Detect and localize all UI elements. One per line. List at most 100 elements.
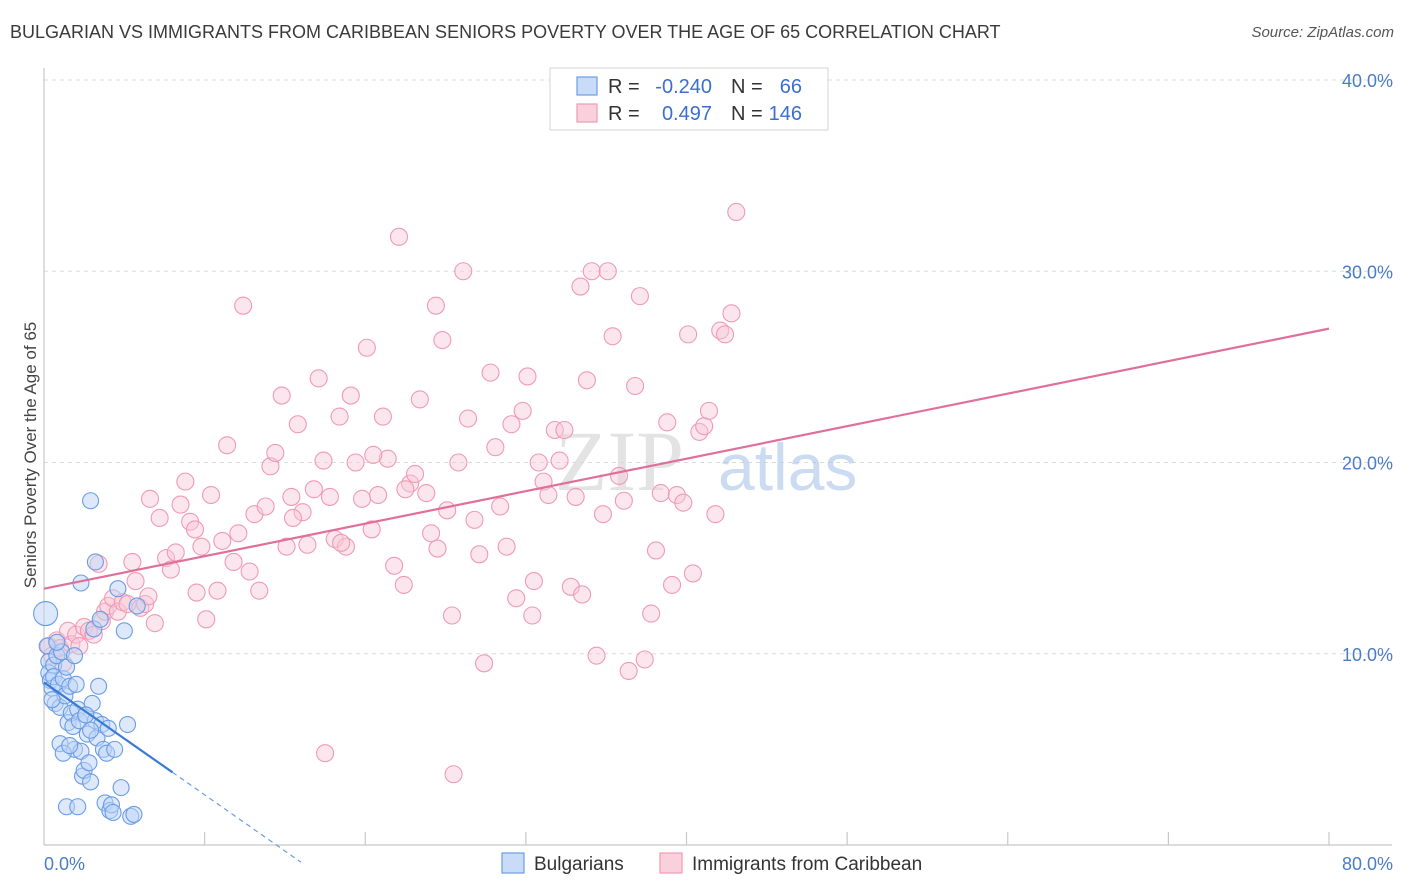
series-caribbean-points — [39, 202, 746, 784]
data-point-bulgarian — [90, 677, 108, 695]
data-point-caribbean — [394, 575, 413, 594]
data-point-caribbean — [539, 485, 558, 505]
data-point-caribbean — [523, 606, 542, 625]
watermark-atlas: atlas — [718, 430, 857, 504]
data-point-caribbean — [444, 765, 463, 784]
data-point-caribbean — [545, 420, 564, 440]
data-point-caribbean — [364, 445, 383, 464]
data-point-caribbean — [229, 524, 248, 543]
legend-swatch-bulgarians — [576, 76, 598, 96]
data-point-caribbean — [283, 508, 303, 528]
bottom-legend-label-bulgarians: Bulgarians — [534, 854, 624, 875]
data-point-bulgarian — [65, 647, 84, 665]
data-point-caribbean — [529, 453, 548, 472]
data-point-caribbean — [126, 572, 145, 591]
data-point-caribbean — [417, 484, 436, 503]
data-point-bulgarian — [43, 691, 61, 709]
legend-n-label-2: N = — [731, 103, 763, 125]
data-point-caribbean — [266, 443, 285, 462]
data-point-caribbean — [108, 602, 127, 621]
data-point-caribbean — [320, 487, 339, 506]
data-point-caribbean — [598, 262, 617, 281]
data-point-caribbean — [458, 409, 478, 428]
data-point-caribbean — [208, 581, 227, 600]
data-point-caribbean — [309, 369, 328, 388]
data-point-caribbean — [690, 422, 709, 441]
data-point-caribbean — [123, 552, 142, 572]
series-legend: Bulgarians Immigrants from Caribbean — [501, 852, 922, 875]
data-point-caribbean — [695, 417, 714, 436]
data-point-caribbean — [288, 415, 307, 434]
data-point-caribbean — [352, 489, 372, 508]
data-point-caribbean — [272, 386, 291, 405]
data-point-caribbean — [715, 325, 735, 344]
data-point-caribbean — [651, 484, 670, 503]
legend-n-value-2: 146 — [769, 103, 802, 125]
data-point-bulgarian — [67, 675, 85, 693]
data-point-caribbean — [187, 583, 206, 602]
legend-swatch-caribbean — [576, 103, 598, 123]
chart-title: BULGARIAN VS IMMIGRANTS FROM CARIBBEAN S… — [10, 22, 1001, 42]
data-point-caribbean — [176, 472, 195, 491]
data-point-caribbean — [150, 508, 169, 528]
data-point-bulgarian — [82, 773, 100, 791]
data-point-caribbean — [722, 304, 741, 323]
data-point-bulgarian — [77, 706, 95, 724]
data-point-caribbean — [202, 485, 221, 505]
data-point-caribbean — [234, 296, 253, 315]
data-point-caribbean — [465, 510, 484, 529]
data-point-bulgarian — [33, 601, 59, 627]
data-point-caribbean — [185, 520, 205, 539]
data-point-caribbean — [161, 560, 180, 579]
data-point-caribbean — [240, 562, 259, 581]
data-point-caribbean — [603, 327, 622, 346]
data-point-caribbean — [357, 338, 376, 357]
source-label: Source: ZipAtlas.com — [1251, 24, 1394, 41]
data-point-caribbean — [298, 535, 317, 554]
data-point-caribbean — [213, 531, 232, 550]
data-point-caribbean — [250, 581, 269, 600]
data-point-caribbean — [341, 386, 360, 405]
legend-r-label-2: R = — [608, 103, 640, 125]
data-point-caribbean — [571, 277, 590, 296]
data-point-caribbean — [642, 604, 661, 623]
trend-line-bulgarians — [43, 681, 174, 774]
data-point-caribbean — [614, 491, 633, 510]
data-point-caribbean — [635, 650, 654, 669]
data-point-caribbean — [630, 287, 649, 306]
data-point-bulgarian — [80, 754, 98, 772]
data-point-caribbean — [428, 539, 447, 558]
data-point-bulgarian — [109, 580, 127, 598]
data-point-caribbean — [486, 438, 505, 457]
data-point-caribbean — [573, 585, 592, 604]
data-point-caribbean — [197, 610, 216, 629]
data-point-caribbean — [316, 744, 335, 763]
data-point-bulgarian — [69, 798, 87, 816]
data-point-caribbean — [145, 614, 164, 633]
data-point-caribbean — [401, 474, 420, 493]
bottom-legend-swatch-caribbean — [659, 852, 683, 874]
data-point-caribbean — [667, 485, 686, 505]
data-point-caribbean — [497, 537, 516, 556]
data-point-caribbean — [389, 227, 409, 246]
data-point-caribbean — [218, 436, 237, 455]
data-point-caribbean — [626, 376, 645, 396]
data-point-caribbean — [706, 505, 725, 524]
y-tick-label: 20.0% — [1342, 454, 1393, 474]
trend-line-bulgarians-extension — [172, 771, 302, 863]
data-point-caribbean — [481, 363, 500, 382]
data-point-caribbean — [332, 533, 351, 552]
x-tick-label-max: 80.0% — [1342, 854, 1393, 874]
bottom-legend-swatch-bulgarians — [501, 852, 525, 874]
data-point-caribbean — [577, 371, 596, 390]
data-point-caribbean — [555, 420, 574, 440]
data-point-caribbean — [304, 480, 323, 499]
data-point-caribbean — [385, 556, 404, 575]
data-point-caribbean — [679, 325, 698, 344]
data-point-caribbean — [369, 485, 388, 505]
data-point-caribbean — [518, 367, 537, 386]
data-point-caribbean — [314, 451, 333, 470]
data-point-caribbean — [256, 497, 275, 516]
data-point-caribbean — [566, 487, 585, 506]
